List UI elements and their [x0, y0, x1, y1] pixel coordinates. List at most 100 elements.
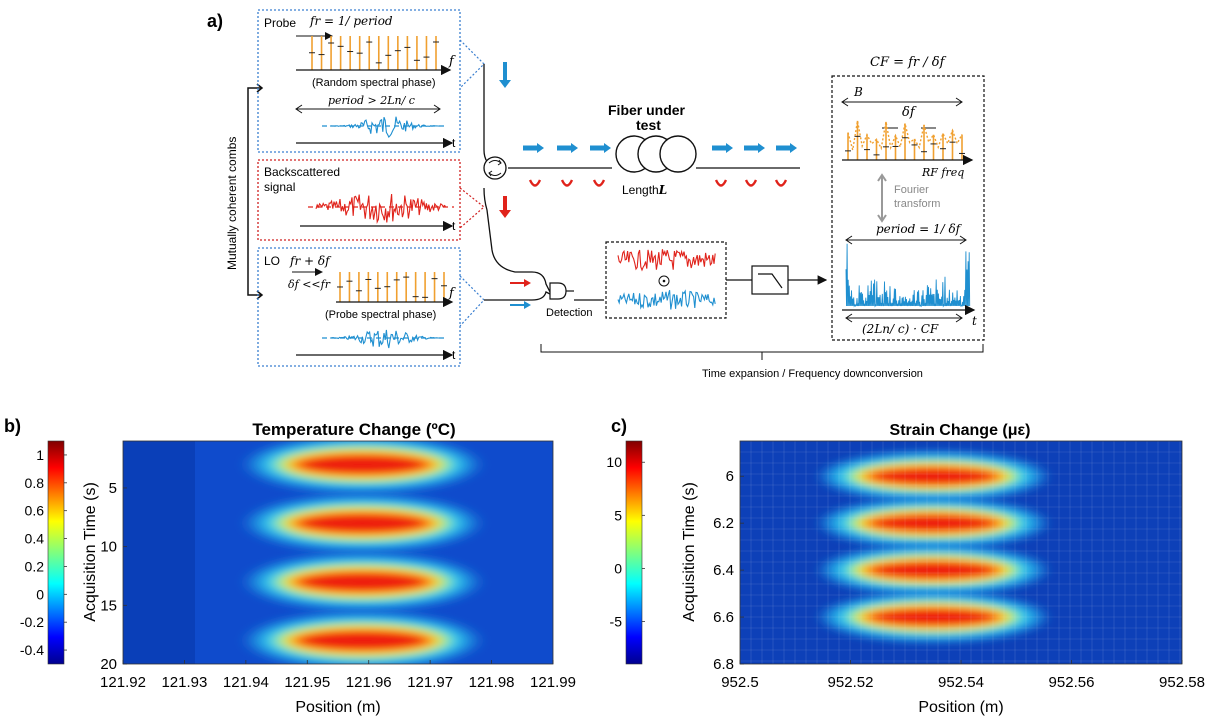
x-tick-label: 952.5	[721, 674, 759, 691]
probe-period-eq: period > 2Ln/ c	[328, 94, 415, 107]
mix-waveform-blue	[617, 289, 716, 310]
band-layer	[871, 468, 996, 485]
probe-note: (Random spectral phase)	[312, 77, 436, 89]
backscatter-glyphs	[528, 179, 788, 187]
y-tick-label: 6.2	[713, 515, 734, 532]
band-layer	[299, 455, 426, 474]
probe-title: Probe	[264, 16, 296, 30]
c-colorbar-ticks: 10 5 0 -5	[606, 454, 645, 630]
bottom-caption: Time expansion / Frequency downconversio…	[702, 368, 923, 380]
forward-arrow	[744, 143, 765, 153]
backscatter-glyph	[714, 179, 728, 187]
odot-dot	[662, 279, 666, 283]
forward-arrow	[590, 143, 611, 153]
probe-comb	[309, 36, 439, 70]
hot-band	[822, 591, 1045, 643]
arrow-blue-small	[510, 301, 531, 309]
panel-c-label: c)	[611, 416, 627, 436]
y-tick-label: 10	[100, 539, 117, 556]
x-tick-label: 121.97	[407, 674, 453, 691]
lo-box	[257, 247, 461, 367]
backscatter-glyph	[774, 179, 788, 187]
b-ylabel: Acquisition Time (s)	[82, 482, 99, 622]
lo-waveform	[322, 329, 448, 349]
rf-box	[831, 75, 985, 341]
rf-b-arrow	[841, 97, 963, 107]
detector	[549, 282, 574, 300]
lo-comb	[337, 272, 447, 302]
rf-t-label: t	[972, 314, 977, 328]
backscatter-callout	[459, 187, 485, 229]
x-tick-label: 121.92	[100, 674, 146, 691]
backscatter-glyph	[528, 179, 542, 187]
y-tick-label: 6.8	[713, 656, 734, 673]
waveform-trace	[329, 116, 440, 138]
band-layer	[871, 515, 996, 532]
rf-b-label: B	[853, 85, 863, 99]
y-tick-label: 6.6	[713, 609, 734, 626]
b-x-ticks: 121.92 121.93 121.94 121.95 121.96 121.97 121.…	[100, 660, 576, 691]
colorbar-tick-label: -0.2	[20, 614, 44, 630]
down-arrow-blue	[499, 62, 511, 88]
rf-df-label: δf	[902, 105, 917, 120]
c-y-ticks: 6 6.2 6.4 6.6 6.8	[713, 468, 744, 673]
y-tick-label: 15	[100, 597, 117, 614]
lo-callout	[459, 275, 485, 327]
rf-period-eq: period = 1/ δf	[876, 222, 963, 236]
backscatter-box	[257, 159, 461, 241]
rf-comb-envelope	[847, 120, 963, 151]
rf-cf-eq: CF = fr / δf	[870, 55, 947, 70]
waveform-trace	[617, 289, 716, 310]
colorbar-tick-label: 0	[36, 586, 44, 602]
b-xlabel: Position (m)	[295, 699, 380, 716]
arrow-red-small	[510, 279, 531, 287]
x-tick-label: 952.54	[938, 674, 984, 691]
backscatter-t-label: t	[452, 219, 456, 233]
lo-fr-eq: fr + δf	[289, 254, 332, 268]
lo-title: LO	[264, 254, 280, 268]
x-tick-label: 121.99	[530, 674, 576, 691]
band-layer	[299, 514, 426, 533]
fourier-label-1: Fourier	[894, 184, 929, 196]
panel-a-label: a)	[207, 11, 223, 31]
c-xlabel: Position (m)	[918, 699, 1003, 716]
circulator	[483, 156, 507, 180]
rf-cf-time-arrow	[845, 313, 963, 323]
waveform-trace	[329, 329, 440, 349]
rf-freq-label: RF freq	[921, 166, 964, 179]
y-tick-label: 6.4	[713, 562, 734, 579]
x-tick-label: 952.52	[828, 674, 874, 691]
hot-band	[248, 494, 477, 552]
rf-time-trace	[845, 243, 971, 308]
hot-band	[822, 544, 1045, 596]
lo-df-eq: δf <<fr	[288, 278, 331, 291]
rf-comb	[845, 120, 965, 160]
colorbar-tick-label: 0.4	[25, 531, 45, 547]
hot-band	[822, 497, 1045, 549]
down-arrow-red	[499, 196, 511, 218]
colorbar-tick-label: -0.4	[20, 642, 44, 658]
colorbar-tick-label: -5	[610, 614, 623, 630]
backscatter-title-2: signal	[264, 180, 295, 194]
forward-arrow	[523, 143, 544, 153]
fiber-spool	[615, 135, 697, 173]
b-title: Temperature Change (ºC)	[252, 420, 455, 439]
colorbar-tick-label: 0.8	[25, 475, 45, 491]
rf-cf-time: (2Ln/ c) · CF	[862, 322, 939, 336]
hot-band	[248, 611, 477, 664]
b-colorbar-ticks: 1 0.8 0.6 0.4 0.2 0 -0.2 -0.4	[20, 447, 67, 658]
backscatter-title-1: Backscattered	[264, 165, 340, 179]
x-tick-label: 121.95	[284, 674, 330, 691]
y-tick-label: 5	[109, 480, 117, 497]
colorbar-tick-label: 1	[36, 447, 44, 463]
x-tick-label: 121.94	[223, 674, 269, 691]
mix-waveform-red	[617, 249, 716, 272]
backscatter-glyph	[560, 179, 574, 187]
y-tick-label: 6	[726, 468, 734, 485]
hot-band	[822, 450, 1045, 502]
fourier-label-2: transform	[894, 198, 940, 210]
band-layer	[871, 562, 996, 579]
waveform-trace	[315, 193, 446, 225]
lo-f-label: f	[448, 286, 456, 301]
